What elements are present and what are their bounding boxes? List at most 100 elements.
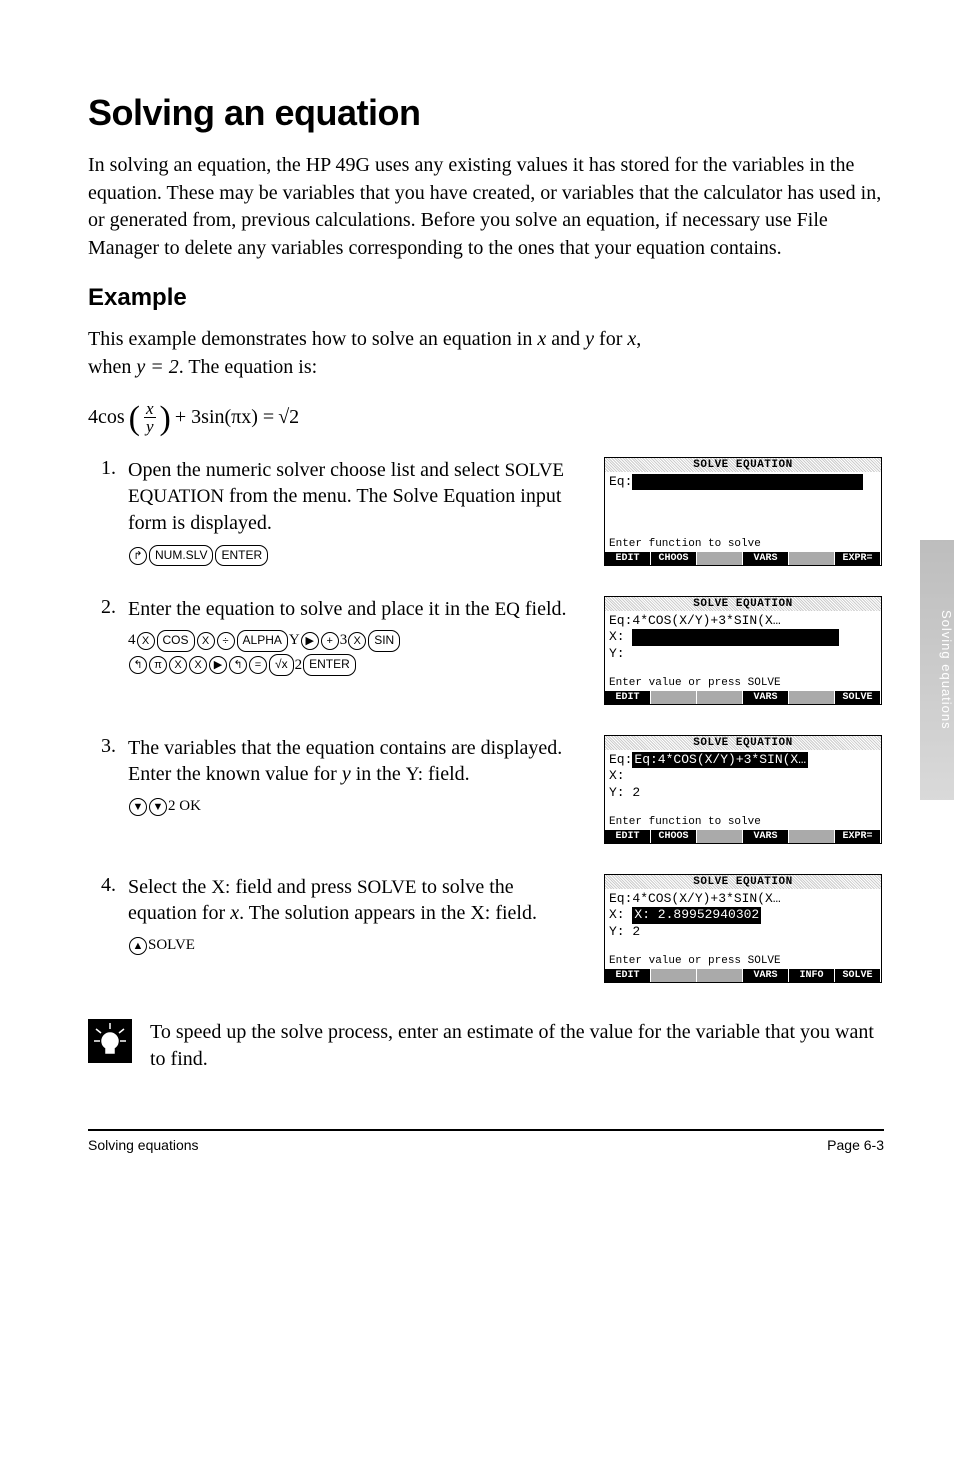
- shot-line: Y:: [609, 646, 877, 663]
- key: SIN: [368, 630, 400, 651]
- text: . The equation is:: [179, 356, 318, 378]
- footer-left: Solving equations: [88, 1137, 199, 1153]
- shot-line: Eq:: [609, 474, 632, 489]
- screenshot-1: SOLVE EQUATION Eq: Enter function to sol…: [604, 457, 882, 566]
- text: ,: [636, 328, 641, 350]
- shot-hint: Enter value or press SOLVE: [605, 955, 881, 969]
- text: This example demonstrates how to solve a…: [88, 328, 537, 350]
- text: field.: [423, 763, 470, 785]
- key: ▶: [209, 656, 227, 674]
- key-numslv: NUM.SLV: [149, 545, 213, 566]
- shot-line: Eq:4*COS(X/Y)+3*SIN(X…: [609, 891, 877, 908]
- menu-blank: .: [697, 691, 743, 704]
- menu-blank: .: [789, 552, 835, 565]
- example-heading: Example: [88, 284, 884, 312]
- menu-item: EXPR=: [835, 830, 881, 843]
- footer-right: Page 6-3: [827, 1137, 884, 1153]
- eq-num: x: [144, 400, 156, 418]
- step-number: 1.: [88, 457, 116, 574]
- menu-item: VARS: [743, 691, 789, 704]
- key: ↰: [229, 656, 247, 674]
- shot-menu: EDITCHOOS.VARS.EXPR=: [605, 552, 881, 565]
- lightbulb-icon: [88, 1019, 132, 1063]
- shot-line: Eq:4*COS(X/Y)+3*SIN(X…: [609, 613, 877, 630]
- text: when: [88, 356, 136, 378]
- shot-title: SOLVE EQUATION: [605, 736, 881, 750]
- key: X: [197, 632, 215, 650]
- shot-hint: Enter function to solve: [605, 816, 881, 830]
- side-tab: Solving equations: [920, 540, 954, 800]
- text: X:: [211, 877, 230, 898]
- key: √x: [269, 654, 294, 675]
- text: . The solution appears in the X: field.: [239, 902, 537, 924]
- key: π: [149, 656, 167, 674]
- menu-blank: .: [697, 552, 743, 565]
- shot-title: SOLVE EQUATION: [605, 458, 881, 472]
- menu-item: SOLVE: [835, 691, 881, 704]
- text: SOLVE: [357, 877, 416, 898]
- key: X: [137, 632, 155, 650]
- shot-menu: EDITCHOOS.VARS.EXPR=: [605, 830, 881, 843]
- step-number: 3.: [88, 735, 116, 852]
- key: ▲: [129, 937, 147, 955]
- key-sequence: ↱NUM.SLVENTER: [128, 543, 582, 567]
- key: ▶: [301, 632, 319, 650]
- key: ALPHA: [237, 630, 288, 651]
- shot-line: X:: [609, 629, 877, 646]
- text: y = 2: [136, 356, 178, 378]
- text: field.: [520, 598, 567, 620]
- text: EQ: [495, 599, 520, 620]
- shot-menu: EDIT..VARSINFOSOLVE: [605, 969, 881, 982]
- key: X: [189, 656, 207, 674]
- step-number: 2.: [88, 596, 116, 713]
- shot-line: X:: [609, 768, 877, 785]
- key-sequence: ▼▼2 OK: [128, 794, 582, 818]
- menu-item: VARS: [743, 552, 789, 565]
- intro-paragraph: In solving an equation, the HP 49G uses …: [88, 152, 884, 262]
- menu-item: EDIT: [605, 969, 651, 982]
- key-sequence: ▲SOLVE: [128, 933, 582, 957]
- text: Select the: [128, 876, 211, 898]
- tip-text: To speed up the solve process, enter an …: [150, 1019, 884, 1073]
- menu-item: VARS: [743, 830, 789, 843]
- menu-blank: .: [789, 691, 835, 704]
- key-sequence: 4XCOSX÷ALPHAY▶+3XSIN ↰πXX▶↰=√x2ENTER: [128, 628, 582, 676]
- shot-line: Eq:Eq:4*COS(X/Y)+3*SIN(X…: [609, 752, 877, 769]
- key: X: [169, 656, 187, 674]
- menu-blank: .: [651, 969, 697, 982]
- screenshot-4: SOLVE EQUATION Eq:4*COS(X/Y)+3*SIN(X… X:…: [604, 874, 882, 983]
- key-enter: ENTER: [215, 545, 268, 566]
- page-title: Solving an equation: [88, 92, 884, 134]
- key: X: [348, 632, 366, 650]
- key: ENTER: [303, 654, 356, 675]
- key-shift: ↱: [129, 547, 147, 565]
- example-intro: This example demonstrates how to solve a…: [88, 326, 884, 381]
- text: Enter the equation to solve and place it…: [128, 598, 495, 620]
- step-4: 4. Select the X: field and press SOLVE t…: [88, 874, 884, 991]
- text: Open the numeric solver choose list and …: [128, 459, 505, 481]
- eq-part: + 3sin(πx) =: [175, 406, 274, 429]
- equation-display: 4cos ( xy ) + 3sin(πx) = √2: [88, 400, 884, 435]
- text: and: [546, 328, 585, 350]
- menu-item: SOLVE: [835, 969, 881, 982]
- menu-blank: .: [697, 830, 743, 843]
- shot-hint: Enter function to solve: [605, 538, 881, 552]
- menu-item: EDIT: [605, 830, 651, 843]
- screenshot-3: SOLVE EQUATION Eq:Eq:4*COS(X/Y)+3*SIN(X……: [604, 735, 882, 844]
- key: ▼: [129, 798, 147, 816]
- menu-blank: .: [697, 969, 743, 982]
- text: in the: [351, 763, 406, 785]
- shot-line: Y: 2: [609, 924, 877, 941]
- shot-title: SOLVE EQUATION: [605, 875, 881, 889]
- menu-item: EDIT: [605, 552, 651, 565]
- step-1: 1. Open the numeric solver choose list a…: [88, 457, 884, 574]
- eq-rhs: √2: [278, 406, 299, 429]
- text: for: [594, 328, 627, 350]
- menu-item: INFO: [789, 969, 835, 982]
- key: =: [249, 656, 267, 674]
- menu-item: CHOOS: [651, 830, 697, 843]
- key: +: [321, 632, 339, 650]
- eq-den: y: [144, 418, 156, 435]
- shot-hint: Enter value or press SOLVE: [605, 677, 881, 691]
- shot-title: SOLVE EQUATION: [605, 597, 881, 611]
